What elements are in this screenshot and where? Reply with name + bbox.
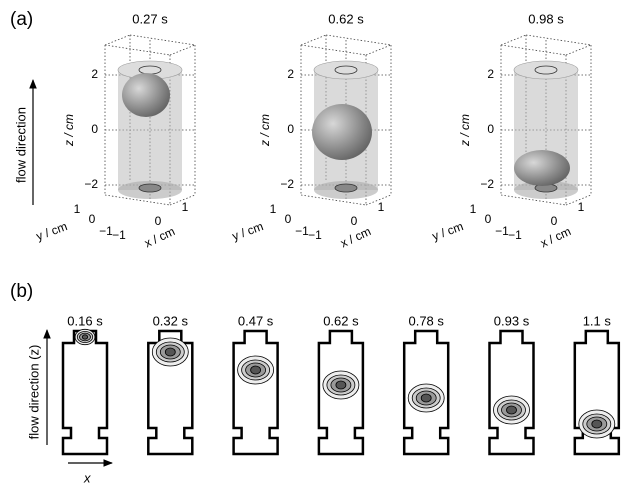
- contour: [592, 420, 602, 428]
- box-edge: [105, 35, 130, 45]
- x-tick-label: 1: [182, 200, 189, 214]
- z-tick-label: −2: [280, 177, 294, 191]
- time-label: 0.16 s: [67, 313, 103, 328]
- box-edge: [105, 45, 170, 55]
- channel-outline: [490, 331, 534, 454]
- contour: [421, 394, 431, 402]
- y-tick-label: 1: [470, 202, 477, 216]
- outlet: [139, 184, 161, 192]
- box-edge: [501, 45, 566, 55]
- y-axis-label: y / cm: [230, 219, 265, 243]
- x-tick-label: −1: [508, 228, 522, 242]
- contour: [336, 381, 346, 389]
- x-label: x: [83, 470, 91, 485]
- time-label: 0.27 s: [132, 11, 168, 26]
- time-label: 0.98 s: [528, 11, 564, 26]
- y-tick-label: 1: [74, 202, 81, 216]
- z-axis-label: z / cm: [62, 114, 76, 147]
- x-tick-label: 1: [378, 200, 385, 214]
- flow-label: flow direction (z): [26, 345, 41, 440]
- contour: [507, 406, 517, 414]
- z-tick-label: −2: [84, 177, 98, 191]
- box-edge: [501, 35, 526, 45]
- z-tick-label: 0: [91, 122, 98, 136]
- flow-label: flow direction: [13, 107, 28, 183]
- y-tick-label: 1: [270, 202, 277, 216]
- time-label: 0.93 s: [494, 313, 530, 328]
- time-label: 0.78 s: [408, 313, 444, 328]
- y-axis-label: y / cm: [430, 219, 465, 243]
- box-edge: [170, 45, 195, 55]
- x-tick-label: −1: [308, 228, 322, 242]
- box-edge: [301, 45, 366, 55]
- z-axis-label: z / cm: [258, 114, 272, 147]
- bubble: [122, 73, 170, 117]
- time-label: 0.62 s: [328, 11, 364, 26]
- y-tick-label: 0: [485, 212, 492, 226]
- bubble: [514, 150, 570, 186]
- z-tick-label: −2: [480, 177, 494, 191]
- time-label: 1.1 s: [583, 313, 612, 328]
- box-edge: [526, 35, 591, 45]
- y-tick-label: −1: [99, 224, 113, 238]
- y-tick-label: −1: [295, 224, 309, 238]
- x-tick-label: 0: [551, 214, 558, 228]
- z-axis-label: z / cm: [458, 114, 472, 147]
- channel-outline: [234, 331, 278, 454]
- y-tick-label: 0: [285, 212, 292, 226]
- time-label: 0.62 s: [323, 313, 359, 328]
- cylinder-top: [314, 61, 378, 79]
- z-tick-label: 2: [487, 67, 494, 81]
- box-edge: [326, 35, 391, 45]
- box-edge: [301, 35, 326, 45]
- y-axis-label: y / cm: [34, 219, 69, 243]
- contour: [82, 335, 88, 339]
- time-label: 0.32 s: [153, 313, 189, 328]
- y-tick-label: 0: [89, 212, 96, 226]
- x-tick-label: 0: [155, 214, 162, 228]
- z-tick-label: 0: [287, 122, 294, 136]
- contour: [165, 348, 175, 356]
- z-tick-label: 2: [287, 67, 294, 81]
- bubble: [312, 104, 372, 160]
- x-tick-label: −1: [112, 228, 126, 242]
- z-tick-label: 0: [487, 122, 494, 136]
- box-edge: [566, 45, 591, 55]
- panel-label: (b): [10, 281, 33, 302]
- cylinder-top: [514, 61, 578, 79]
- x-tick-label: 0: [351, 214, 358, 228]
- figure: (a) flow direction (b) flow direction (z…: [0, 0, 631, 487]
- x-tick-label: 1: [578, 200, 585, 214]
- box-edge: [366, 45, 391, 55]
- panel-label: (a): [10, 9, 33, 30]
- box-edge: [130, 35, 195, 45]
- y-tick-label: −1: [495, 224, 509, 238]
- z-tick-label: 2: [91, 67, 98, 81]
- outlet: [335, 184, 357, 192]
- contour: [251, 366, 261, 374]
- channel-outline: [63, 331, 107, 454]
- time-label: 0.47 s: [238, 313, 274, 328]
